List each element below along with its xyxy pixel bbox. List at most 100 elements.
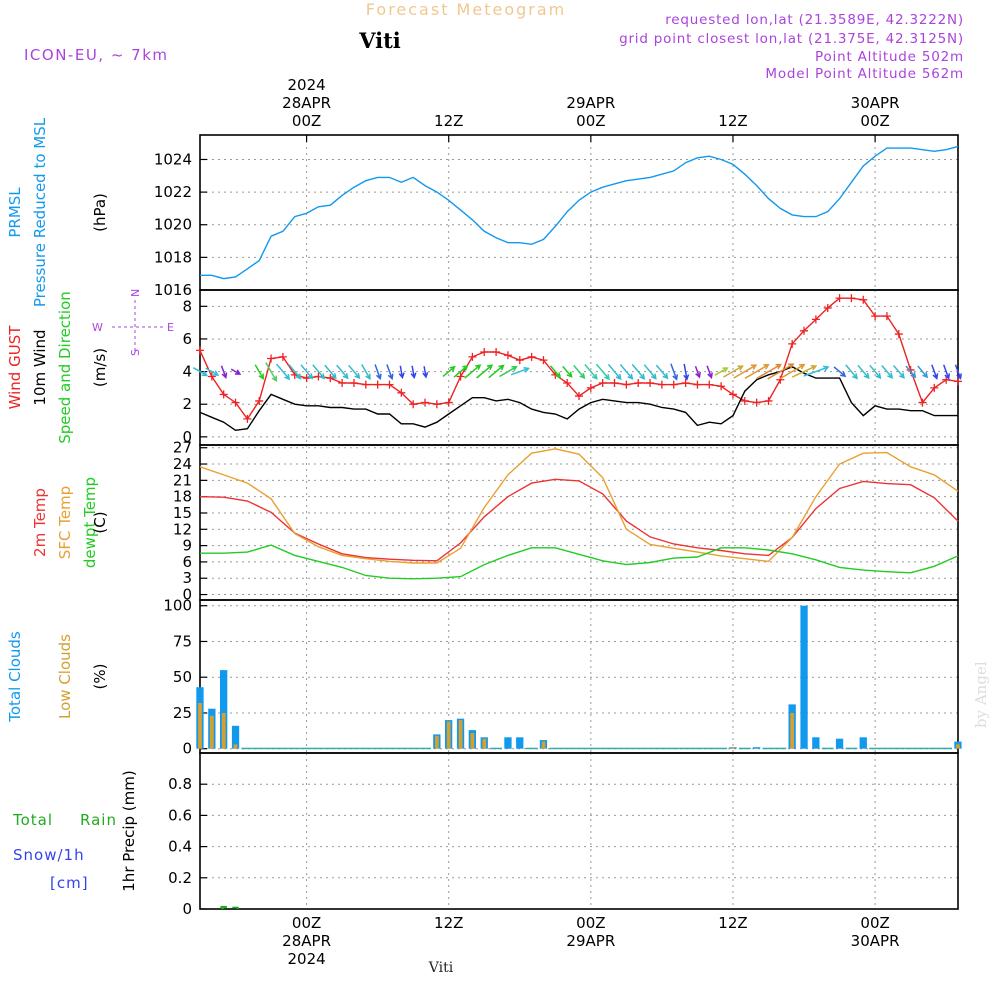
wind-arrow xyxy=(607,363,622,381)
gust-marker xyxy=(196,346,204,355)
grid-point-coords: grid point closest lon,lat (21.375E, 42.… xyxy=(619,31,964,47)
y-tick-label: 0 xyxy=(182,428,192,446)
wind-arrow xyxy=(714,367,729,376)
panel-frame xyxy=(199,752,959,910)
y-tick-label: 4 xyxy=(182,363,192,381)
panel-unit-label: (m/s) xyxy=(91,348,109,387)
gust-marker xyxy=(776,375,785,384)
y-tick-label: 50 xyxy=(173,668,192,686)
bar-baseline xyxy=(288,747,301,750)
bar-total-clouds xyxy=(800,605,808,749)
wind-arrow xyxy=(643,364,657,380)
bar-baseline xyxy=(596,747,609,750)
bar-baseline xyxy=(679,747,692,750)
gust-marker xyxy=(954,377,962,386)
gust-marker xyxy=(859,295,868,304)
gust-marker xyxy=(918,398,927,407)
bar-baseline xyxy=(265,747,277,750)
bar-low-clouds xyxy=(956,744,960,749)
gust-marker xyxy=(681,379,690,387)
gust-marker xyxy=(444,398,453,407)
time-label-bottom: 00Z xyxy=(292,914,321,932)
bar-baseline xyxy=(407,747,420,750)
time-label-top: 12Z xyxy=(434,112,463,130)
wind-arrow xyxy=(833,366,847,378)
wind-arrow xyxy=(549,365,562,379)
wind-arrow xyxy=(312,364,326,380)
panel-frame xyxy=(199,444,959,601)
wind-arrow xyxy=(374,364,382,381)
bar-baseline xyxy=(904,747,917,750)
y-tick-label: 1020 xyxy=(154,216,192,234)
y-tick-label: 75 xyxy=(173,632,192,650)
panel-label: 2m Temp xyxy=(31,488,49,557)
footer-location: Viti xyxy=(428,960,454,976)
bar-baseline xyxy=(395,747,408,750)
gust-marker xyxy=(563,379,572,387)
model-label: ICON-EU, ~ 7km xyxy=(24,46,169,64)
wind-arrow xyxy=(398,365,405,380)
y-tick-label: 9 xyxy=(182,537,192,555)
time-label-bottom: 12Z xyxy=(718,914,747,932)
time-label-bottom: 30APR xyxy=(851,932,900,950)
bar-total-clouds xyxy=(231,725,240,749)
bar-low-clouds xyxy=(233,744,238,749)
bar-total-clouds xyxy=(220,670,228,749)
bar-low-clouds xyxy=(470,733,475,749)
bar-low-clouds xyxy=(790,713,795,749)
y-tick-label: 0 xyxy=(182,740,192,758)
gust-marker xyxy=(421,398,430,407)
bar-low-clouds xyxy=(198,703,202,749)
panel-label: Pressure Reduced to MSL xyxy=(31,117,49,307)
panel-label: dewpt Temp xyxy=(81,477,99,568)
y-tick-label: 24 xyxy=(173,455,192,473)
y-tick-label: 1016 xyxy=(154,281,192,299)
gust-marker xyxy=(515,356,524,365)
gust-marker xyxy=(894,330,903,339)
wind-arrow xyxy=(917,365,929,379)
wind-arrow xyxy=(499,365,518,378)
time-label-bottom: 2024 xyxy=(288,950,326,968)
location-title: Viti xyxy=(358,28,401,53)
bar-baseline xyxy=(940,747,953,750)
wind-arrow xyxy=(288,364,302,380)
wind-arrow xyxy=(857,364,870,380)
requested-coords: requested lon,lat (21.3589E, 42.3222N) xyxy=(665,12,964,28)
y-tick-label: 0.8 xyxy=(168,775,192,793)
wind-arrow xyxy=(386,364,394,381)
gust-marker xyxy=(835,294,844,303)
bar-baseline xyxy=(253,747,266,750)
panel-unit-label: (%) xyxy=(91,664,109,690)
bar-baseline xyxy=(644,747,656,750)
bar-baseline xyxy=(359,747,372,750)
panel-label: Total Clouds xyxy=(6,631,24,723)
bar-baseline xyxy=(324,747,337,750)
gust-marker xyxy=(302,374,311,383)
y-tick-label: 18 xyxy=(173,488,192,506)
bar-total-clouds xyxy=(812,737,820,749)
panel-frame xyxy=(199,289,959,446)
y-tick-label: 0.2 xyxy=(168,869,192,887)
gust-marker xyxy=(575,392,583,401)
bar-baseline xyxy=(821,747,834,750)
bar-baseline xyxy=(916,747,929,750)
wind-arrow xyxy=(510,366,530,376)
time-label-top: 2024 xyxy=(288,76,326,94)
y-tick-label: 12 xyxy=(173,520,192,538)
wind-arrow xyxy=(905,365,917,379)
y-tick-label: 27 xyxy=(173,439,192,457)
bar-baseline xyxy=(691,747,704,750)
bar-baseline xyxy=(928,747,941,750)
bar-baseline xyxy=(573,747,585,750)
y-tick-label: 21 xyxy=(173,471,192,489)
wind-arrow xyxy=(595,363,611,381)
panel-wind: 0 2 4 6 8 xyxy=(182,289,962,446)
credit-label: by Angel xyxy=(972,661,990,728)
y-tick-label: 15 xyxy=(173,504,192,522)
bar-low-clouds xyxy=(435,735,439,749)
wind-arrow xyxy=(683,363,690,381)
y-tick-label: 6 xyxy=(182,553,192,571)
time-label-bottom: 29APR xyxy=(566,932,615,950)
